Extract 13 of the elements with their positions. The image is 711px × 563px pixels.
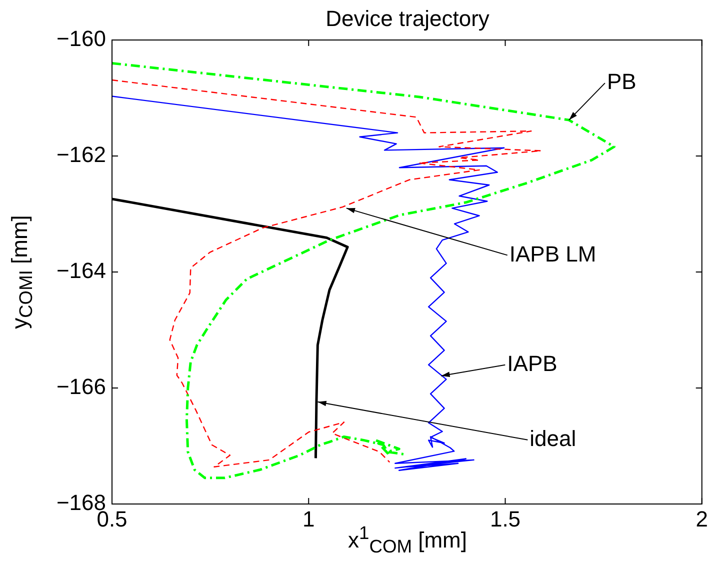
y-tick-label: −162	[56, 142, 106, 168]
annotation: IAPB LM	[509, 241, 596, 266]
y-tick-label: −164	[56, 258, 106, 284]
x-tick-label: 1.5	[490, 506, 521, 532]
annotation: ideal	[530, 426, 576, 451]
annotation: IAPB	[507, 350, 558, 376]
chart-title: Device trajectory	[324, 6, 490, 32]
y-tick-label: −166	[56, 374, 106, 400]
y-tick-label: −160	[56, 26, 106, 52]
x-tick-label: 2	[696, 506, 708, 532]
x-axis-title: x$^{1}$$_{COM}$ [mm]	[348, 522, 467, 557]
annotation: PB	[606, 69, 636, 94]
x-tick-label: 1	[302, 506, 315, 532]
